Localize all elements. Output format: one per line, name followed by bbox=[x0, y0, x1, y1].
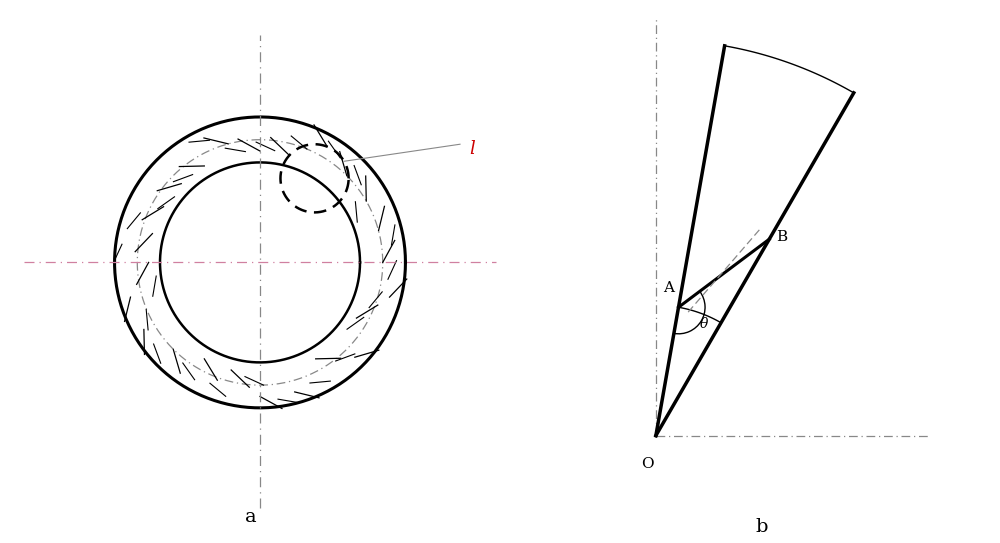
Text: b: b bbox=[756, 517, 768, 535]
Text: A: A bbox=[663, 281, 674, 295]
Text: l: l bbox=[469, 140, 475, 158]
Text: O: O bbox=[641, 457, 654, 471]
Text: B: B bbox=[777, 230, 788, 244]
Text: θ: θ bbox=[700, 317, 709, 331]
Text: a: a bbox=[245, 508, 257, 526]
